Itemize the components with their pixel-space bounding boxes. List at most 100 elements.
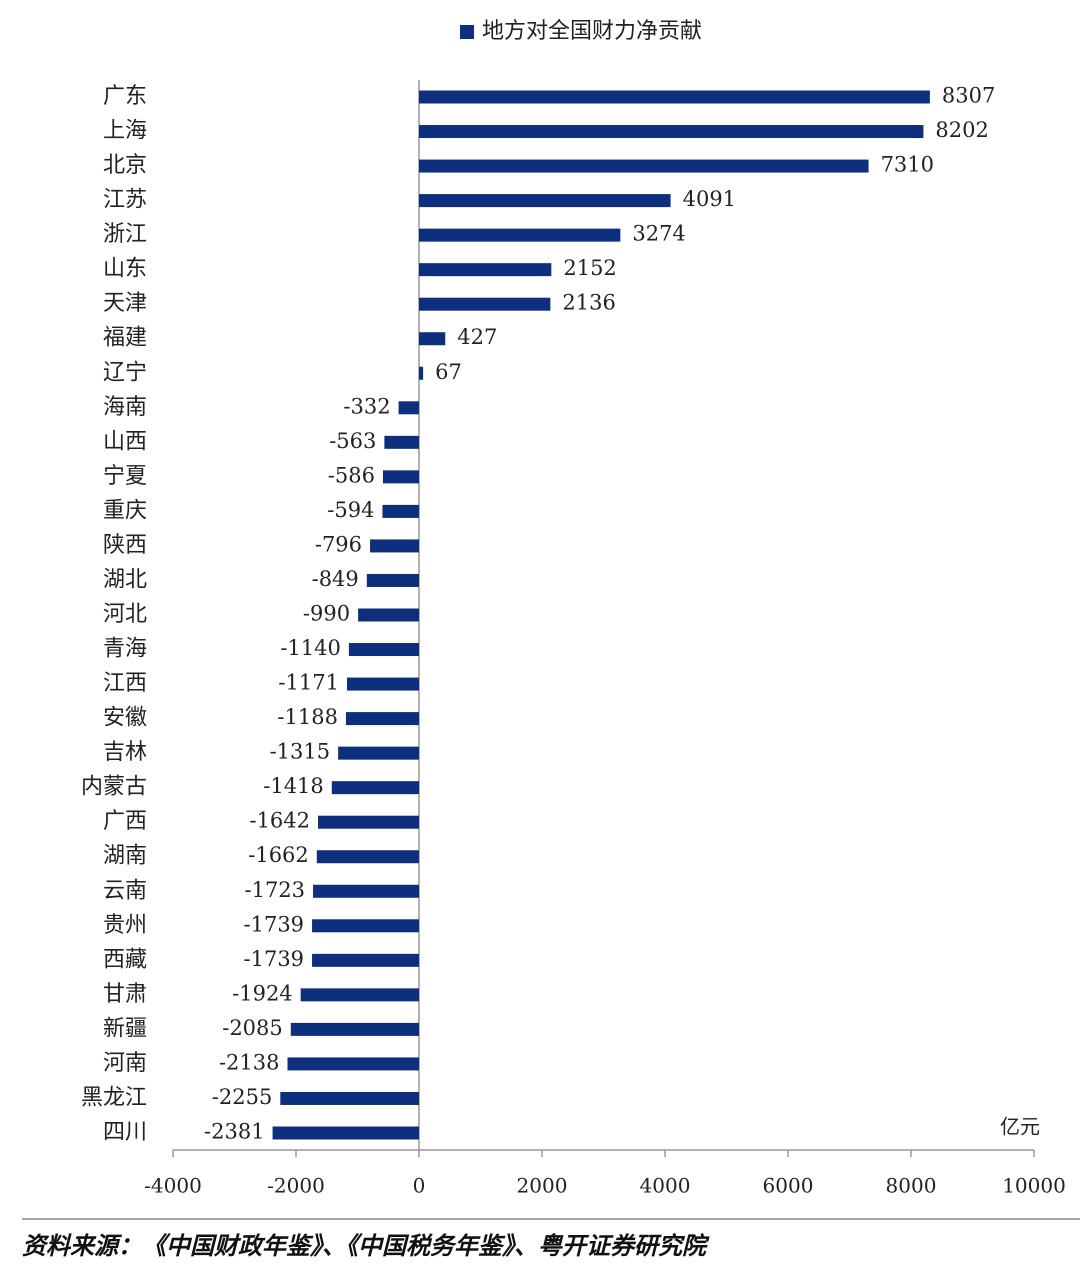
value-label: -1171: [278, 671, 339, 695]
bar: [419, 228, 621, 242]
bar: [382, 504, 419, 518]
value-label: 7310: [881, 153, 934, 177]
y-tick-label: 天津: [103, 291, 147, 316]
value-label: -1924: [232, 981, 293, 1005]
value-label: -2085: [222, 1016, 283, 1040]
value-label: -1739: [244, 947, 305, 971]
bar: [358, 608, 419, 622]
value-label: -2138: [219, 1050, 280, 1074]
bar: [419, 159, 869, 173]
bar: [346, 677, 419, 691]
value-label: -563: [329, 429, 376, 453]
y-tick-label: 西藏: [103, 947, 147, 972]
y-tick-label: 青海: [103, 637, 147, 662]
source-note: 资料来源：《中国财政年鉴》、《中国税务年鉴》、粤开证券研究院: [22, 1232, 710, 1260]
y-tick-label: 山东: [103, 257, 147, 282]
bar: [366, 573, 419, 587]
value-label: 2152: [563, 256, 616, 280]
bar: [419, 263, 552, 277]
y-tick-label: 北京: [103, 153, 147, 178]
value-label: 427: [457, 325, 497, 349]
bar: [300, 988, 419, 1002]
value-label: 3274: [632, 222, 685, 246]
value-label: -796: [315, 532, 362, 556]
value-label: -594: [327, 498, 374, 522]
y-tick-label: 广西: [103, 809, 147, 834]
y-tick-label: 浙江: [103, 222, 147, 247]
bar: [272, 1126, 419, 1140]
x-tick-label: 8000: [886, 1174, 937, 1198]
bar: [287, 1057, 419, 1071]
bar: [419, 297, 551, 311]
value-label: -1418: [263, 774, 324, 798]
value-label: -1140: [280, 636, 341, 660]
y-tick-label: 湖北: [103, 567, 147, 592]
bar: [338, 746, 419, 760]
y-tick-label: 江西: [103, 671, 147, 696]
bar: [384, 435, 419, 449]
y-tick-label: 山西: [103, 429, 147, 454]
y-tick-label: 重庆: [103, 498, 147, 523]
bar: [316, 850, 419, 864]
y-tick-label: 上海: [103, 119, 147, 144]
value-label: 2136: [562, 291, 615, 315]
y-tick-label: 海南: [103, 395, 147, 420]
y-tick-label: 云南: [103, 878, 147, 903]
y-tick-label: 湖南: [103, 844, 147, 869]
bar: [318, 815, 419, 829]
y-tick-label: 河南: [103, 1051, 147, 1076]
value-label: 8307: [942, 84, 995, 108]
value-label: -1662: [248, 843, 309, 867]
legend-label: 地方对全国财力净贡献: [482, 19, 702, 44]
y-tick-label: 吉林: [103, 740, 147, 765]
bar: [419, 125, 924, 139]
y-tick-label: 四川: [103, 1120, 147, 1145]
value-label: -1188: [277, 705, 338, 729]
value-label: -1642: [249, 809, 310, 833]
value-label: -2381: [204, 1120, 265, 1144]
value-label: 4091: [683, 187, 736, 211]
y-tick-label: 黑龙江: [81, 1085, 147, 1110]
value-label: -2255: [212, 1085, 273, 1109]
bar: [398, 401, 419, 415]
y-tick-label: 辽宁: [103, 360, 147, 385]
value-label: -1723: [244, 878, 305, 902]
value-label: -332: [343, 394, 390, 418]
x-axis-unit: 亿元: [1000, 1115, 1040, 1139]
value-label: -990: [303, 602, 350, 626]
y-tick-label: 广东: [103, 84, 147, 109]
value-label: -1739: [244, 912, 305, 936]
y-tick-label: 新疆: [103, 1016, 147, 1041]
x-tick-label: 0: [413, 1174, 426, 1198]
bar: [348, 643, 419, 657]
x-tick-label: -2000: [267, 1174, 325, 1198]
x-tick-label: 10000: [1002, 1174, 1066, 1198]
bar: [419, 366, 424, 380]
y-tick-label: 贵州: [103, 913, 147, 938]
legend-swatch: [460, 25, 474, 39]
y-tick-label: 河北: [103, 602, 147, 627]
bar: [419, 332, 446, 346]
y-tick-label: 江苏: [103, 188, 147, 213]
bar: [419, 194, 671, 208]
y-tick-label: 安徽: [103, 706, 147, 731]
y-tick-label: 内蒙古: [81, 775, 147, 800]
bar: [345, 712, 419, 726]
value-label: -849: [312, 567, 359, 591]
x-tick-label: 2000: [517, 1174, 568, 1198]
value-label: -586: [328, 463, 375, 487]
y-tick-label: 宁夏: [103, 464, 147, 489]
bar: [331, 781, 419, 795]
bar: [312, 919, 419, 933]
y-tick-label: 甘肃: [103, 982, 147, 1007]
bar: [370, 539, 419, 553]
bar: [382, 470, 419, 484]
x-tick-label: 4000: [640, 1174, 691, 1198]
y-tick-label: 福建: [103, 326, 147, 351]
bar: [280, 1091, 419, 1105]
bar: [313, 884, 419, 898]
value-label: 67: [435, 360, 462, 384]
value-label: 8202: [935, 118, 988, 142]
